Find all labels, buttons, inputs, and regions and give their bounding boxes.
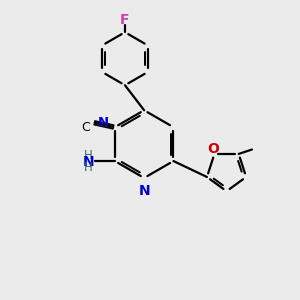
Text: F: F: [120, 13, 130, 27]
Text: N: N: [138, 184, 150, 198]
Text: H: H: [84, 161, 93, 174]
Text: C: C: [81, 121, 89, 134]
Text: O: O: [207, 142, 219, 156]
Text: N: N: [82, 154, 94, 169]
Text: N: N: [98, 116, 109, 129]
Text: H: H: [84, 149, 93, 162]
